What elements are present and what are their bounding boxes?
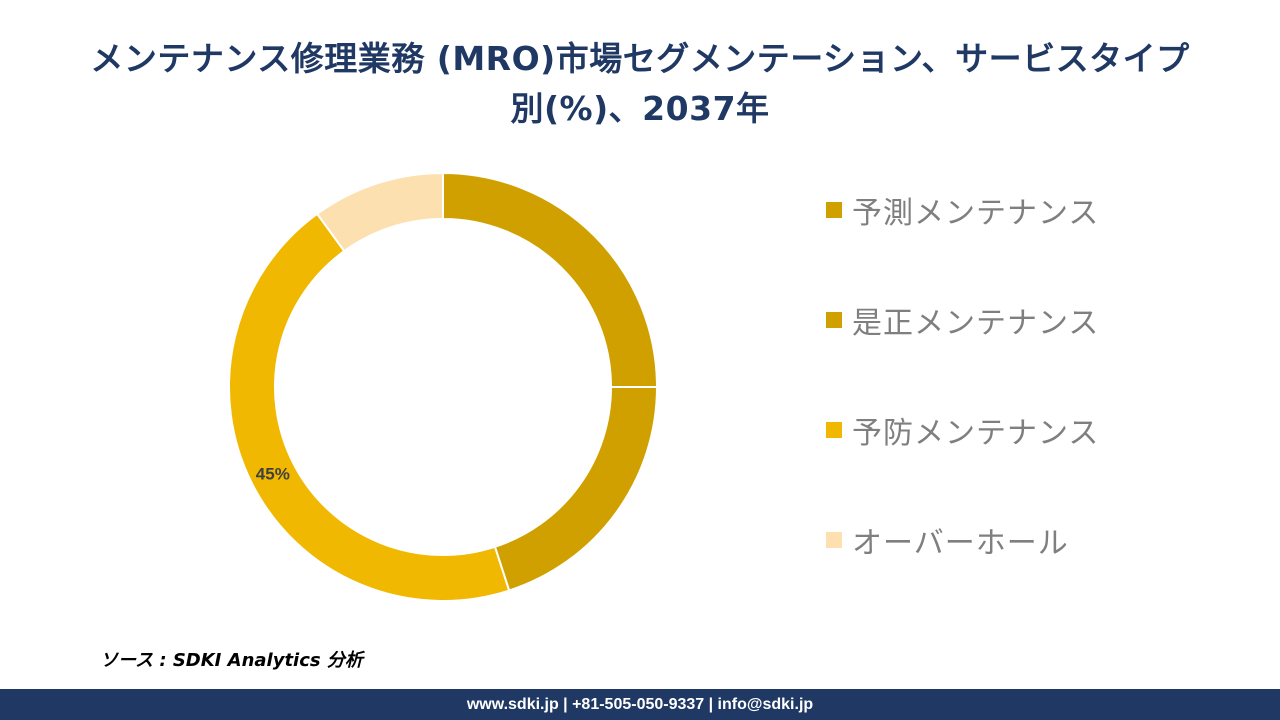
- legend-label-predictive: 予測メンテナンス: [852, 196, 1100, 231]
- legend: 予測メンテナンス 是正メンテナンス 予防メンテナンス オーバーホール: [826, 188, 1246, 628]
- source-note: ソース : SDKI Analytics 分析: [100, 650, 363, 671]
- legend-item-preventive: 予防メンテナンス: [826, 408, 1246, 452]
- chart-title: メンテナンス修理業務 (MRO)市場セグメンテーション、サービスタイプ 別(%)…: [30, 34, 1250, 134]
- chart-title-line-2: 別(%)、2037年: [510, 89, 770, 128]
- donut-slice-predictive: [442, 171, 659, 388]
- legend-label-overhaul: オーバーホール: [852, 526, 1069, 561]
- donut-slices: [228, 171, 659, 602]
- legend-item-predictive: 予測メンテナンス: [826, 188, 1246, 232]
- donut-slice-overhaul: [315, 171, 444, 253]
- legend-swatch-predictive: [826, 202, 842, 218]
- footer-bar: www.sdki.jp | +81-505-050-9337 | info@sd…: [0, 689, 1280, 720]
- donut-slice-corrective: [493, 386, 659, 592]
- donut-data-labels: 45%: [256, 465, 290, 484]
- legend-label-corrective: 是正メンテナンス: [852, 306, 1100, 341]
- legend-item-overhaul: オーバーホール: [826, 518, 1246, 562]
- footer-contact[interactable]: www.sdki.jp | +81-505-050-9337 | info@sd…: [466, 696, 814, 713]
- chart-title-line-1: メンテナンス修理業務 (MRO)市場セグメンテーション、サービスタイプ: [90, 39, 1190, 78]
- legend-swatch-preventive: [826, 422, 842, 438]
- legend-item-corrective: 是正メンテナンス: [826, 298, 1246, 342]
- legend-label-preventive: 予防メンテナンス: [852, 416, 1100, 451]
- data-label-preventive: 45%: [256, 465, 290, 484]
- legend-swatch-corrective: [826, 312, 842, 328]
- legend-swatch-overhaul: [826, 532, 842, 548]
- donut-slice-preventive: [228, 212, 511, 602]
